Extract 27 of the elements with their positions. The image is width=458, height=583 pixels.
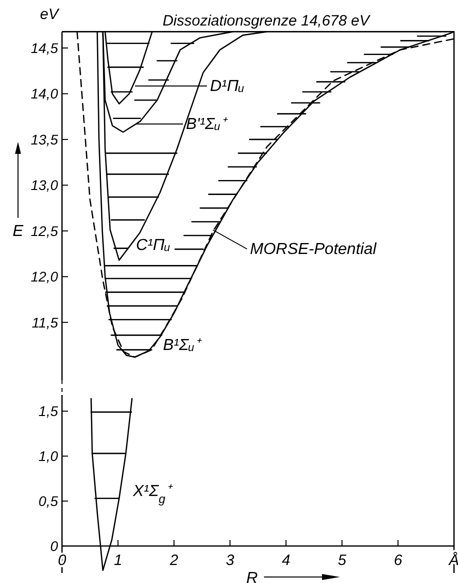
annotation: C¹Πᵤ: [136, 237, 170, 254]
y-tick-label: 12,0: [30, 268, 58, 285]
y-tick-label: 13,5: [30, 131, 58, 148]
y-axis-title: E: [12, 222, 24, 240]
x-tick-label: 2: [168, 552, 179, 570]
annotation: D¹Πᵤ: [210, 78, 244, 95]
annotation: X¹Σ$_{g}$⁺: [132, 483, 174, 506]
y-tick-label: 12,5: [30, 222, 58, 239]
annotation: B'¹Σᵤ⁺: [186, 116, 228, 133]
y-tick-label: 0: [50, 538, 58, 554]
y-tick-label: 11,5: [32, 314, 58, 330]
x-tick-label: 6: [394, 552, 403, 570]
x-tick-label: 5: [338, 552, 347, 570]
y-tick-label: 14,5: [30, 40, 58, 56]
annotation: MORSE-Potential: [250, 241, 377, 258]
ref-line-label: Dissoziationsgrenze 14,678 eV: [162, 12, 372, 30]
y-tick-label: 14,0: [30, 86, 58, 102]
x-tick-label: 1: [114, 552, 122, 570]
y-tick-label: 1,0: [38, 448, 58, 464]
y-tick-label: 13,0: [30, 177, 58, 194]
y-tick-label: 0,5: [38, 492, 58, 509]
annotation: B¹Σᵤ⁺: [163, 337, 202, 354]
y-tick-label: 1,5: [38, 403, 58, 420]
text: eV: [40, 6, 60, 23]
x-tick-label: 3: [226, 552, 235, 570]
x-axis-title: R: [246, 570, 258, 583]
x-tick-label: 4: [282, 552, 290, 570]
